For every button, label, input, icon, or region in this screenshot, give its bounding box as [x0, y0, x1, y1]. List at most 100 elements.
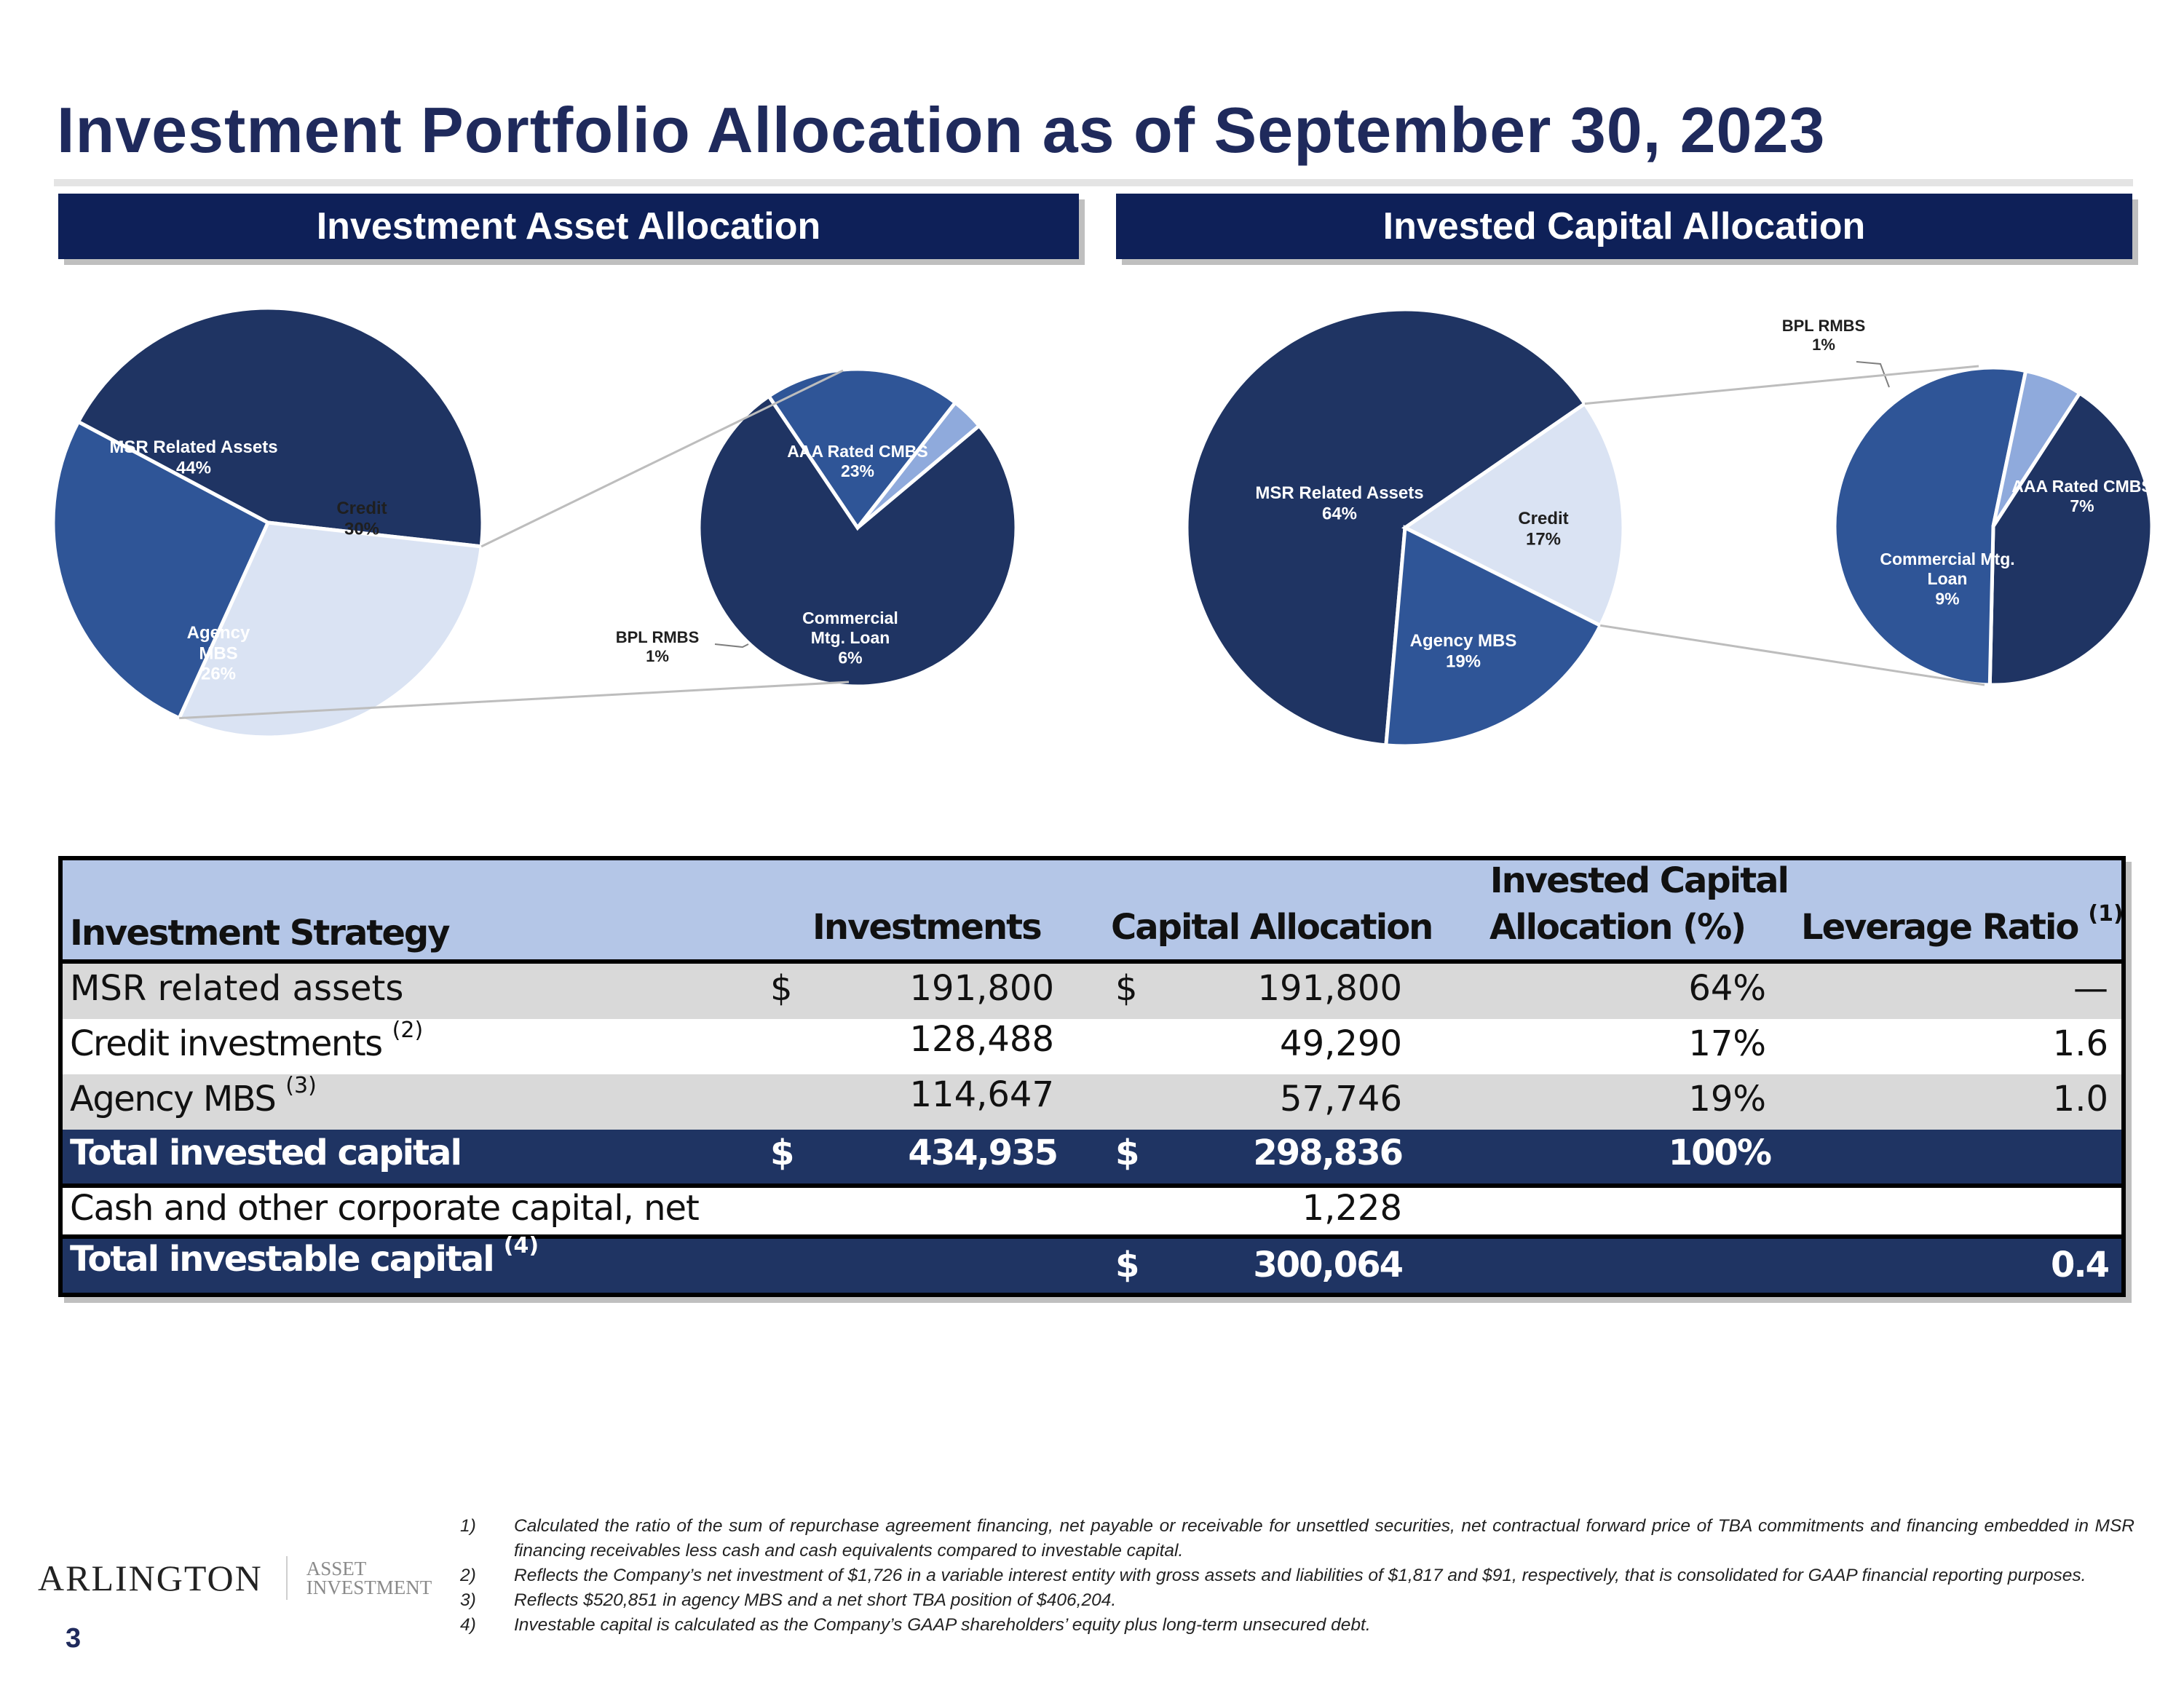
header-invested-capital-line1: Invested Capital [1489, 860, 1789, 901]
table-row: MSR related assets $ 191,800 $ 191,800 6… [63, 964, 2121, 1019]
total-investable-capital-value: 300,064 [1253, 1245, 1404, 1285]
table-header-row: Investment Strategy Investments Capital … [63, 860, 2124, 964]
footnote-text: Investable capital is calculated as the … [514, 1615, 1371, 1635]
footnote: 3) Reflects $520,851 in agency MBS and a … [460, 1588, 2134, 1613]
header-allocation-pct-line2: Allocation (%) [1489, 907, 1746, 948]
asset-pie-breakdown-label-aaa-rated-cmbs: AAA Rated CMBS 23% [787, 442, 927, 480]
row-allocation-pct: 64% [1688, 968, 1766, 1009]
footnote-text: Reflects $520,851 in agency MBS and a ne… [514, 1590, 1117, 1610]
footnote: 4) Investable capital is calculated as th… [460, 1613, 2134, 1638]
row-investments-value: 114,647 [909, 1074, 1055, 1115]
total-allocation-pct: 100% [1668, 1133, 1772, 1173]
title-divider [54, 179, 2133, 186]
capital-pie-label-agency-mbs: Agency MBS 19% [1410, 631, 1517, 671]
logo-sub-line2: INVESTMENT [306, 1577, 432, 1598]
total-invested-capital-row: Total invested capital $ 434,935 $ 298,8… [63, 1130, 2121, 1184]
row-leverage-ratio: 1.6 [2052, 1023, 2108, 1064]
asset-pie-breakdown-slice-aaa-rated-cmbs [697, 393, 1018, 689]
capital-pie-breakdown-slice-bpl-rmbs [1991, 368, 2083, 528]
page-title: Investment Portfolio Allocation as of Se… [57, 94, 1826, 166]
row-capital-value: 57,746 [1280, 1079, 1402, 1119]
footnote: 2) Reflects the Company’s net investment … [460, 1563, 2134, 1588]
capital-pie-label-credit: Credit 17% [1518, 509, 1568, 549]
cash-row: Cash and other corporate capital, net 1,… [63, 1184, 2121, 1239]
asset-pie-connector-bottom [179, 681, 850, 720]
leverage-ratio-label: Leverage Ratio [1801, 907, 2079, 948]
footnote-number: 1) [460, 1516, 476, 1536]
asset-pie-breakdown-label-commercial-mtg-loan: Commercial Mtg. Loan 6% [802, 608, 898, 667]
logo-subtitle: ASSET INVESTMENT [306, 1558, 432, 1598]
row-strategy-name: Credit investments [70, 1023, 383, 1064]
cash-capital-value: 1,228 [1302, 1188, 1402, 1229]
row-leverage-ratio: — [2073, 968, 2108, 1009]
total-investable-cell: Total investable capital (4) [70, 1233, 539, 1280]
capital-pie-breakdown-label-aaa-rated-cmbs: AAA Rated CMBS 7% [2011, 477, 2152, 515]
capital-pie-connector-top [1584, 365, 1979, 405]
footnote-number: 2) [460, 1566, 476, 1585]
row-allocation-pct: 19% [1688, 1079, 1766, 1119]
asset-pie-bpl-leader-line [714, 643, 749, 649]
footnote-number: 3) [460, 1590, 476, 1610]
table-row: Agency MBS (3) 114,647 57,746 19% 1.0 [63, 1073, 2121, 1130]
row-capital-value: 49,290 [1280, 1023, 1402, 1064]
total-investable-capital-sign: $ [1115, 1245, 1139, 1285]
total-investable-leverage: 0.4 [2050, 1245, 2110, 1285]
capital-pie-breakdown-slice-commercial-mtg-loan [1832, 365, 2028, 687]
asset-pie-connector-top [480, 369, 844, 548]
capital-pie-breakdown-slice-aaa-rated-cmbs [1987, 390, 2154, 687]
asset-pie-breakdown-slice-commercial-mtg-loan [766, 367, 958, 531]
table-row: Credit investments (2) 128,488 49,290 17%… [63, 1018, 2121, 1074]
logo-wordmark: ARLINGTON [38, 1558, 263, 1598]
asset-pie-breakdown-label-bpl-rmbs: BPL RMBS 1% [616, 628, 700, 665]
capital-pie-slice-agency-mbs [1384, 525, 1603, 748]
header-capital-allocation: Capital Allocation [1111, 907, 1433, 948]
capital-pie-connector-bottom [1600, 624, 1985, 686]
total-investable-label: Total investable capital [70, 1239, 495, 1280]
header-leverage-ratio: Leverage Ratio (1) [1801, 901, 2124, 948]
section-header-asset-allocation: Investment Asset Allocation [58, 194, 1079, 259]
total-investments-value: 434,935 [908, 1133, 1059, 1173]
row-allocation-pct: 17% [1688, 1023, 1766, 1064]
footnote-text: Reflects the Company’s net investment of… [514, 1566, 2086, 1585]
row-capital-value: 191,800 [1257, 968, 1403, 1009]
total-invested-label: Total invested capital [70, 1133, 462, 1173]
header-investments: Investments [812, 907, 1042, 948]
footnotes: 1) Calculated the ratio of the sum of rep… [460, 1514, 2134, 1638]
asset-pie-slice-credit [176, 520, 483, 740]
total-capital-sign: $ [1115, 1133, 1139, 1173]
logo-divider [285, 1556, 288, 1600]
footnote: 1) Calculated the ratio of the sum of rep… [460, 1514, 2134, 1563]
row-capital-sign: $ [1115, 968, 1138, 1009]
total-investable-capital-row: Total investable capital (4) $ 300,064 0.… [63, 1233, 2121, 1293]
asset-pie-breakdown-slice-bpl-rmbs [856, 400, 982, 529]
footnote-number: 4) [460, 1615, 476, 1635]
footnote-text: Calculated the ratio of the sum of repur… [514, 1516, 2134, 1561]
footnote-ref-1: (1) [2088, 901, 2124, 927]
asset-pie-label-credit: Credit 30% [336, 499, 387, 539]
capital-pie-breakdown-label-bpl-rmbs: BPL RMBS 1% [1782, 317, 1866, 354]
logo-sub-line1: ASSET [306, 1558, 367, 1579]
row-strategy-cell: Credit investments (2) [70, 1018, 423, 1064]
footnote-ref-3: (3) [285, 1073, 317, 1098]
total-capital-value: 298,836 [1253, 1133, 1404, 1173]
header-investment-strategy: Investment Strategy [70, 913, 451, 953]
capital-pie-bpl-leader-line [1856, 361, 1890, 388]
pie-charts: MSR Related Assets 44% Credit 30% Agency MBS 2… [51, 306, 2154, 748]
capital-pie-slice-msr-related-assets [1184, 307, 1588, 748]
row-strategy-name: Agency MBS [70, 1079, 277, 1119]
footnote-ref-2: (2) [392, 1018, 424, 1043]
row-investments-value: 128,488 [909, 1019, 1055, 1060]
asset-pie-slice-msr-related-assets [76, 306, 485, 549]
total-investments-sign: $ [770, 1133, 794, 1173]
cash-label: Cash and other corporate capital, net [70, 1188, 700, 1229]
page-number: 3 [66, 1623, 82, 1654]
row-investments-value: 191,800 [909, 968, 1055, 1009]
row-investments-sign: $ [770, 968, 793, 1009]
section-header-capital-allocation: Invested Capital Allocation [1116, 194, 2132, 259]
row-strategy-cell: Agency MBS (3) [70, 1073, 317, 1119]
capital-pie-breakdown-label-commercial-mtg-loan: Commercial Mtg. Loan 9% [1880, 550, 2014, 608]
company-logo: ARLINGTON ASSET INVESTMENT [38, 1556, 432, 1600]
row-leverage-ratio: 1.0 [2052, 1079, 2108, 1119]
allocation-table: Investment Strategy Investments Capital … [58, 856, 2126, 1297]
capital-pie-label-msr-related-assets: MSR Related Assets 64% [1255, 483, 1423, 523]
